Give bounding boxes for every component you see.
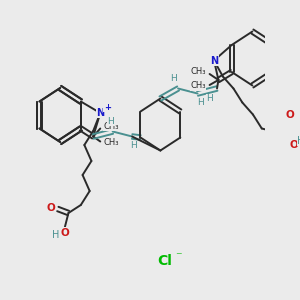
Text: H: H <box>207 94 213 103</box>
Text: H: H <box>197 98 204 107</box>
Text: H: H <box>170 74 177 83</box>
Text: H: H <box>52 230 60 240</box>
Text: Cl: Cl <box>157 254 172 268</box>
Text: ⁻: ⁻ <box>175 250 182 263</box>
Text: CH₃: CH₃ <box>104 122 119 131</box>
Text: N: N <box>96 108 104 118</box>
Text: H: H <box>130 141 137 150</box>
Text: O: O <box>286 110 295 119</box>
Text: H: H <box>107 117 114 126</box>
Text: CH₃: CH₃ <box>190 82 206 91</box>
Text: O: O <box>46 203 55 213</box>
Text: +: + <box>104 103 111 112</box>
Text: H: H <box>297 136 300 146</box>
Text: CH₃: CH₃ <box>190 68 206 76</box>
Text: O: O <box>61 228 69 238</box>
Text: O: O <box>289 140 298 149</box>
Text: CH₃: CH₃ <box>104 138 119 147</box>
Text: N: N <box>210 56 218 65</box>
